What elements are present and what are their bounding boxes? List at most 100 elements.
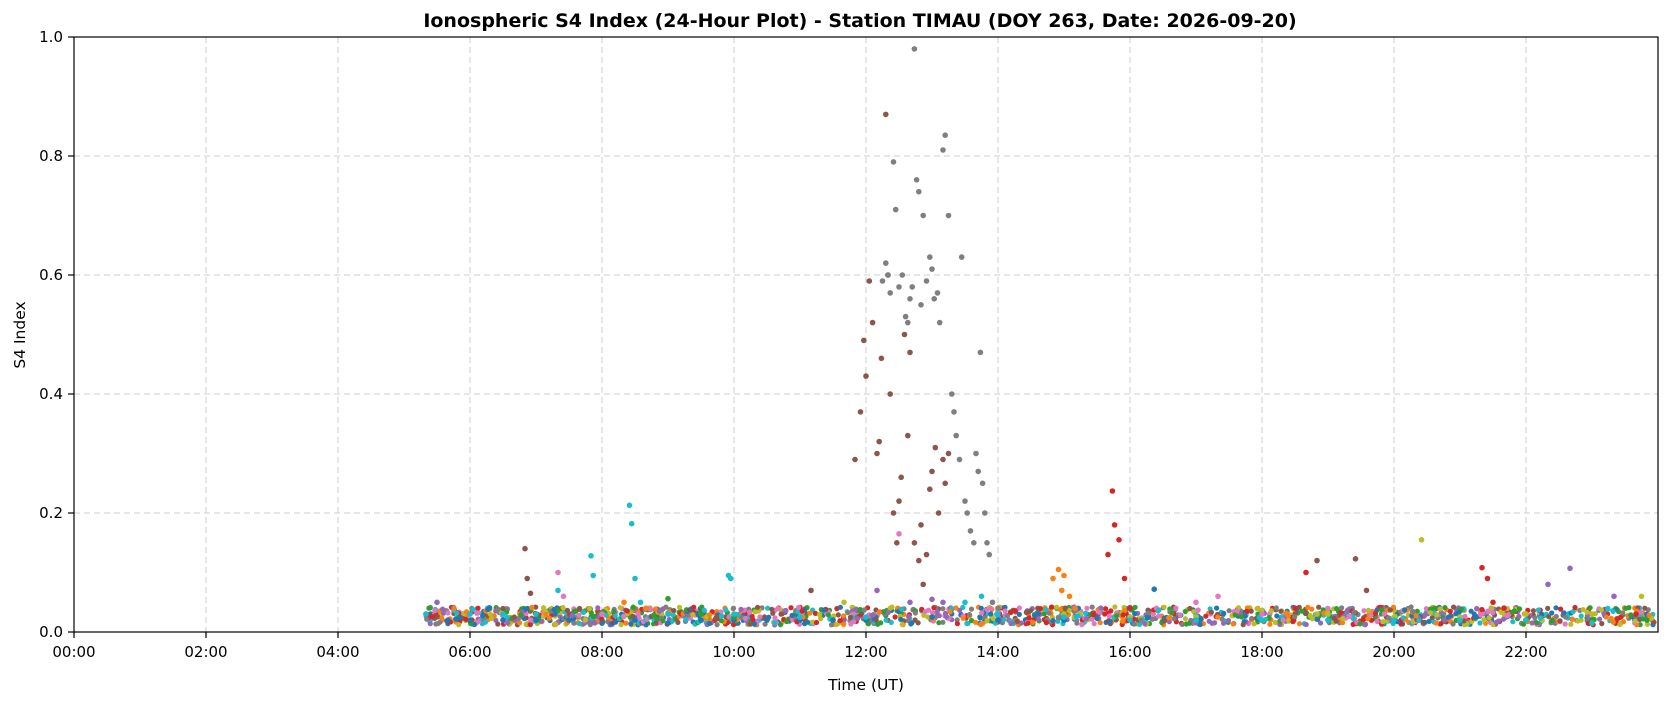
background-point xyxy=(1273,605,1279,611)
data-point-series-7 xyxy=(887,290,893,296)
background-point xyxy=(817,612,823,618)
background-point xyxy=(1532,615,1538,621)
background-point xyxy=(861,607,867,613)
background-point xyxy=(899,621,905,628)
background-point xyxy=(1331,615,1337,621)
data-point-series-7 xyxy=(916,188,922,195)
background-point xyxy=(1447,608,1453,615)
background-point xyxy=(1182,616,1188,622)
background-point xyxy=(857,606,863,613)
background-point xyxy=(647,606,654,612)
background-point xyxy=(546,615,552,621)
background-point xyxy=(1274,613,1280,619)
background-point xyxy=(1089,604,1095,610)
background-point xyxy=(1149,616,1156,622)
background-point xyxy=(1368,612,1374,618)
background-point xyxy=(1408,604,1414,610)
background-point xyxy=(1400,615,1406,621)
data-point-series-5 xyxy=(896,498,902,504)
data-point-series-9 xyxy=(1127,617,1133,623)
background-point xyxy=(1254,606,1260,612)
background-point xyxy=(1197,621,1203,628)
background-point xyxy=(1132,611,1138,617)
background-point xyxy=(1307,613,1313,619)
background-point xyxy=(723,607,729,613)
background-point xyxy=(1043,606,1049,613)
background-point xyxy=(969,618,975,624)
background-point xyxy=(1055,615,1061,621)
data-point-series-6 xyxy=(560,593,567,600)
background-point xyxy=(1510,619,1516,625)
background-point xyxy=(1498,609,1504,616)
background-point xyxy=(1432,605,1438,611)
background-point xyxy=(424,616,430,622)
background-point xyxy=(1610,608,1616,615)
background-point xyxy=(1628,612,1634,618)
background-point xyxy=(576,620,583,627)
data-point-series-5 xyxy=(1314,557,1320,564)
background-point xyxy=(1208,609,1214,615)
background-point xyxy=(1226,608,1232,614)
background-point xyxy=(1150,611,1156,617)
data-point-series-2 xyxy=(1644,617,1650,623)
background-point xyxy=(517,620,523,626)
data-point-series-5 xyxy=(898,474,904,481)
data-point-series-5 xyxy=(861,337,867,344)
background-point xyxy=(1209,620,1215,626)
data-point-series-0 xyxy=(467,617,473,623)
background-point xyxy=(1221,610,1227,617)
background-point xyxy=(1402,607,1408,613)
y-tick-label: 0.8 xyxy=(39,147,63,165)
background-point xyxy=(1616,609,1622,615)
background-point xyxy=(1448,613,1454,619)
background-point xyxy=(835,612,841,618)
background-point xyxy=(623,620,629,626)
background-point xyxy=(707,612,713,618)
data-point-series-4 xyxy=(929,596,935,603)
data-point-series-9 xyxy=(626,502,633,509)
background-point xyxy=(1144,615,1150,621)
data-point-series-0 xyxy=(566,617,572,623)
background-point xyxy=(1316,604,1322,610)
background-point xyxy=(470,607,476,613)
background-point xyxy=(1120,618,1126,624)
background-point xyxy=(1501,616,1507,622)
background-point xyxy=(1530,608,1536,614)
background-point xyxy=(630,604,636,610)
data-point-series-5 xyxy=(942,480,948,487)
background-point xyxy=(1575,618,1581,624)
background-point xyxy=(533,604,539,610)
data-point-series-5 xyxy=(907,349,913,356)
data-point-series-3 xyxy=(1109,488,1116,494)
background-point xyxy=(1171,616,1177,622)
background-point xyxy=(875,621,881,627)
background-point xyxy=(651,612,657,618)
background-point xyxy=(1179,621,1185,628)
background-point xyxy=(529,604,535,611)
background-point xyxy=(885,609,891,616)
background-point xyxy=(1325,605,1331,612)
background-point xyxy=(1490,610,1496,616)
x-tick-label: 12:00 xyxy=(844,643,887,661)
data-point-series-4 xyxy=(434,599,440,606)
background-point xyxy=(775,606,781,612)
background-point xyxy=(1365,607,1371,614)
background-point xyxy=(1623,605,1629,612)
background-point xyxy=(1050,618,1056,624)
data-point-series-5 xyxy=(869,319,876,326)
data-point-series-7 xyxy=(962,498,968,504)
background-point xyxy=(1427,606,1434,612)
background-point xyxy=(972,619,979,625)
dense-point-bands xyxy=(423,604,1657,628)
data-point-series-9 xyxy=(1193,617,1199,623)
background-point xyxy=(1290,619,1296,625)
data-point-series-3 xyxy=(1303,569,1309,576)
background-point xyxy=(1030,619,1036,626)
x-tick-label: 08:00 xyxy=(580,643,623,661)
background-point xyxy=(869,612,875,618)
background-point xyxy=(908,621,914,627)
background-point xyxy=(1617,621,1623,628)
data-point-series-7 xyxy=(977,349,984,356)
background-point xyxy=(1027,608,1034,614)
data-point-series-7 xyxy=(931,296,937,302)
